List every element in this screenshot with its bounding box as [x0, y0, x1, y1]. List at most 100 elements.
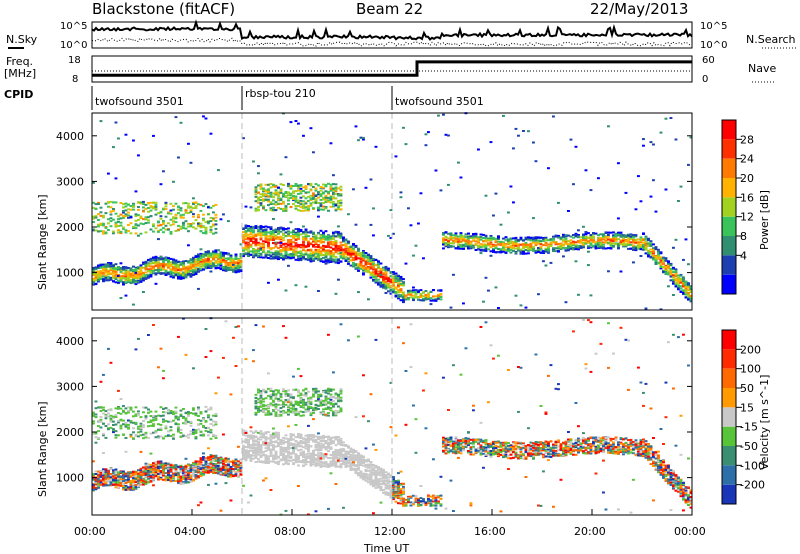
echo-cell: [119, 267, 123, 270]
echo-cell: [109, 213, 113, 216]
echo-cell: [314, 199, 318, 202]
echo-cell: [292, 197, 295, 200]
echo-cell: [507, 246, 510, 249]
echo-cell: [187, 230, 190, 233]
echo-cell: [379, 273, 383, 276]
echo-cell: [497, 307, 500, 309]
echo-cell: [109, 418, 113, 421]
echo-cell: [414, 293, 418, 296]
echo-cell: [139, 273, 143, 276]
echo-cell: [94, 488, 98, 491]
echo-cell: [557, 234, 560, 237]
echo-cell: [307, 191, 310, 194]
echo-cell: [334, 261, 338, 264]
echo-cell: [259, 247, 263, 250]
echo-cell: [627, 236, 630, 239]
echo-cell: [274, 235, 278, 238]
echo-cell: [247, 241, 250, 244]
echo-cell: [342, 236, 345, 239]
echo-cell: [284, 245, 288, 248]
echo-cell: [634, 208, 638, 211]
echo-cell: [612, 234, 615, 237]
echo-cell: [149, 206, 153, 209]
echo-cell: [249, 227, 253, 230]
echo-cell: [317, 251, 320, 254]
echo-cell: [634, 235, 638, 238]
echo-cell: [174, 263, 178, 266]
echo-cell: [299, 246, 303, 249]
cpid-label: CPID: [4, 88, 33, 101]
echo-cell: [222, 269, 225, 272]
echo-cell: [454, 236, 458, 239]
echo-cell: [169, 275, 173, 278]
echo-cell: [192, 203, 195, 205]
echo-cell: [362, 264, 365, 267]
echo-cell: [487, 237, 490, 240]
echo-cell: [369, 276, 373, 279]
echo-cell: [152, 201, 155, 204]
echo-cell: [249, 244, 253, 247]
echo-cell: [252, 248, 255, 251]
echo-cell: [287, 197, 290, 200]
echo-cell: [402, 295, 405, 298]
echo-cell: [522, 239, 525, 242]
echo-cell: [329, 255, 333, 258]
echo-cell: [119, 213, 123, 216]
echo-cell: [114, 471, 118, 474]
echo-cell: [287, 193, 290, 196]
echo-cell: [322, 191, 325, 194]
echo-cell: [157, 271, 160, 274]
echo-cell: [252, 256, 255, 259]
echo-cell: [314, 187, 318, 190]
echo-cell: [574, 244, 578, 247]
echo-cell: [332, 196, 335, 199]
echo-cell: [322, 202, 325, 204]
echo-cell: [659, 265, 663, 268]
echo-cell: [502, 248, 505, 251]
echo-cell: [154, 273, 158, 276]
echo-cell: [659, 259, 663, 262]
echo-cell: [134, 219, 138, 222]
echo-cell: [97, 266, 100, 269]
echo-cell: [489, 236, 493, 239]
echo-cell: [407, 298, 410, 301]
echo-cell: [282, 248, 285, 251]
echo-cell: [284, 208, 288, 211]
echo-cell: [262, 198, 265, 201]
echo-cell: [327, 253, 330, 256]
echo-cell: [104, 477, 108, 480]
echo-cell: [244, 231, 248, 234]
echo-cell: [107, 415, 110, 418]
echo-cell: [147, 265, 150, 268]
echo-cell: [174, 116, 178, 119]
echo-cell: [127, 211, 130, 214]
echo-cell: [259, 227, 263, 230]
echo-cell: [229, 268, 233, 271]
echo-cell: [114, 436, 118, 439]
echo-cell: [449, 306, 453, 309]
echo-cell: [249, 225, 253, 228]
echo-cell: [639, 200, 643, 203]
echo-cell: [329, 242, 333, 244]
echo-cell: [339, 249, 343, 251]
echo-cell: [594, 244, 598, 247]
echo-cell: [279, 250, 283, 253]
echo-cell: [339, 255, 343, 258]
echo-cell: [497, 247, 500, 250]
echo-cell: [192, 270, 195, 273]
echo-cell: [572, 236, 575, 239]
echo-cell: [612, 245, 615, 247]
echo-cell: [469, 246, 473, 248]
echo-cell: [109, 210, 113, 213]
echo-cell: [617, 233, 620, 236]
echo-cell: [257, 241, 260, 244]
echo-cell: [189, 225, 193, 228]
echo-cell: [549, 241, 553, 244]
echo-cell: [402, 126, 405, 129]
echo-cell: [229, 266, 233, 269]
echo-cell: [112, 483, 115, 486]
echo-cell: [187, 268, 190, 271]
echo-cell: [427, 298, 430, 301]
echo-cell: [287, 233, 290, 236]
echo-cell: [102, 479, 105, 482]
